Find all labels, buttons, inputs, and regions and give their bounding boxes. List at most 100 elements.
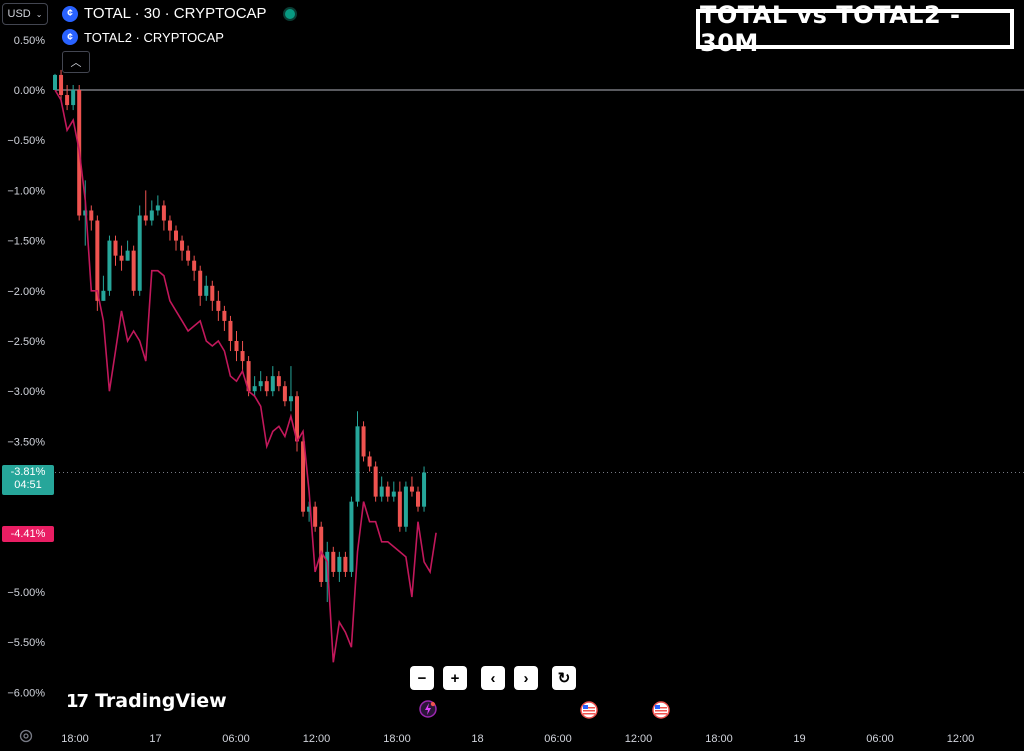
candle-body [409,486,414,492]
y-tick-label: −1.50% [7,236,45,248]
scroll-controls: ‹ › [481,666,538,690]
candle-body [240,351,245,362]
x-tick-label: 17 [149,733,161,745]
total2-line [54,89,437,663]
currency-selector[interactable]: USD ⌄ [2,3,48,25]
candle-body [167,220,172,231]
candle-body [313,506,318,527]
total2-price-badge: -4.41% [2,526,54,542]
candle-body [288,396,293,402]
candle-body [161,205,166,221]
us-flag-icon[interactable] [580,701,598,719]
x-tick-label: 18 [471,733,483,745]
candle-body [337,556,342,572]
chevron-down-icon: ⌄ [35,9,43,19]
y-tick-label: −2.00% [7,286,45,298]
x-tick-label: 18:00 [61,733,89,745]
candle-body [355,426,360,502]
y-tick-label: 0.50% [14,35,45,47]
candle-body [252,386,257,392]
candle-body [307,506,312,512]
candle-body [397,491,402,527]
candle-body [270,376,275,392]
y-tick-label: −5.00% [7,587,45,599]
candle-body [385,486,390,497]
chart-title: TOTAL vs TOTAL2 - 30M [700,1,1010,57]
x-tick-label: 06:00 [544,733,572,745]
scroll-right-button[interactable]: › [514,666,538,690]
candle-body [192,260,197,271]
candle-body [101,290,106,301]
candle-body [89,210,94,221]
candle-body [53,74,57,90]
chart-title-box: TOTAL vs TOTAL2 - 30M [696,1,1014,57]
candle-body [246,361,251,392]
y-tick-label: −3.50% [7,436,45,448]
y-tick-label: −2.50% [7,336,45,348]
candle-body [349,501,354,572]
candle-body [403,486,408,527]
x-tick-label: 18:00 [383,733,411,745]
candle-body [331,551,336,572]
reset-chart-button[interactable]: ↻ [552,666,576,690]
candle-body [301,441,306,512]
currency-label: USD [7,8,31,20]
candle-body [416,491,420,507]
market-status-icon[interactable] [282,6,297,21]
y-tick-label: −1.00% [7,185,45,197]
candle-body [282,386,287,402]
candle-body [149,210,154,221]
tradingview-logo: 17 TradingView [66,690,227,712]
x-axis: 18:00 17 06:00 12:00 18:00 18 06:00 12:00 18:00 1… [61,733,974,745]
us-flag-icon[interactable] [652,701,670,719]
tradingview-logo-text: TradingView [95,690,227,712]
candle-body [367,456,372,467]
total-price-badge: -3.81% 04:51 [2,465,54,495]
candle-body [71,90,76,106]
zoom-in-button[interactable]: + [443,666,467,690]
x-tick-label: 18:00 [705,733,733,745]
x-tick-label: 12:00 [303,733,331,745]
candle-body [264,381,269,392]
gear-icon[interactable] [19,729,33,743]
legend-compare-label: TOTAL2 · CRYPTOCAP [84,29,224,45]
candle-body [174,230,178,241]
chevron-up-icon: ︿ [70,57,82,69]
candle-body [155,205,160,211]
zoom-controls: − + [410,666,467,690]
lightning-icon[interactable] [419,700,437,718]
y-axis: 0.50% 0.00% −0.50% −1.00% −1.50% −2.00% −2.50%… [7,35,45,700]
candle-body [204,285,209,296]
candle-body [180,240,185,251]
y-tick-label: −6.00% [7,687,45,699]
candle-body [198,270,203,296]
cryptocap-icon: ¢ [62,29,78,45]
candle-body [119,255,124,261]
total2-price-value: -4.41% [10,527,46,540]
y-tick-label: 0.00% [14,85,45,97]
candle-body [222,310,227,321]
candle-body [295,396,299,442]
zoom-out-button[interactable]: − [410,666,434,690]
scroll-left-button[interactable]: ‹ [481,666,505,690]
candle-body [186,250,191,261]
y-tick-label: −3.00% [7,386,45,398]
candle-body [379,486,384,497]
x-tick-label: 12:00 [947,733,975,745]
y-tick-label: −5.50% [7,637,45,649]
candle-body [131,250,136,291]
bar-countdown: 04:51 [14,479,42,491]
legend-compare-series[interactable]: ¢ TOTAL2 · CRYPTOCAP [62,29,224,45]
candle-body [59,74,64,96]
candle-body [95,220,100,301]
candle-body [258,381,263,387]
reset-controls: ↻ [552,666,576,690]
candle-body [391,491,396,497]
candle-body [113,240,118,256]
legend-main-series[interactable]: ¢ TOTAL · 30 · CRYPTOCAP [62,5,297,22]
collapse-legend-button[interactable]: ︿ [62,51,90,73]
legend-main-label: TOTAL · 30 · CRYPTOCAP [84,5,267,22]
x-tick-label: 06:00 [866,733,894,745]
total-price-value: -3.81% [10,466,46,478]
